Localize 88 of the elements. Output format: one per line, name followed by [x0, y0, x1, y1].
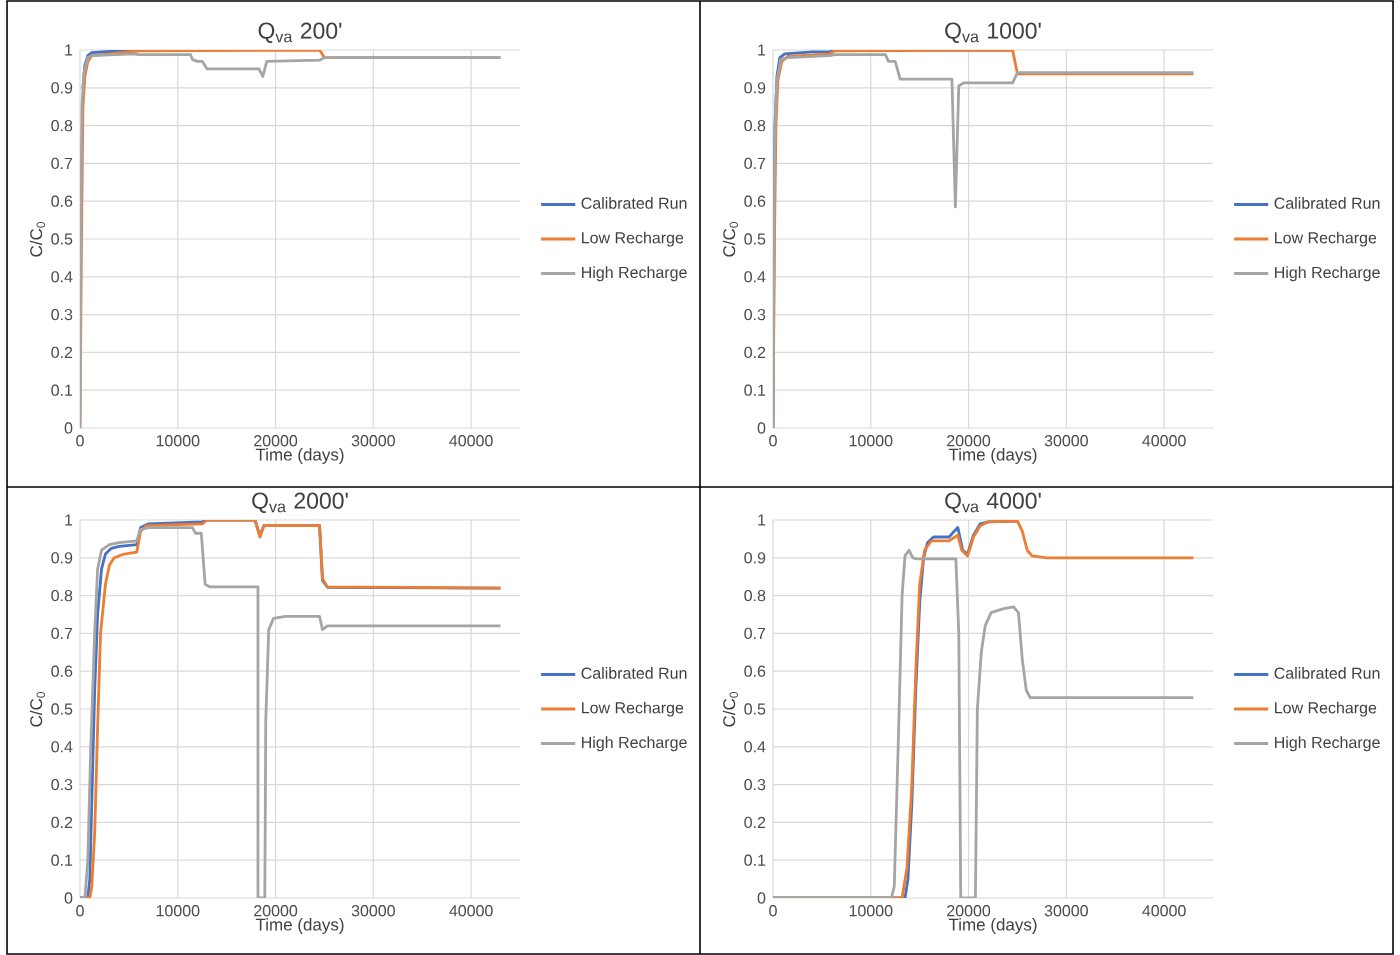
- x-axis-title: Time (days): [255, 448, 344, 464]
- x-tick-label: 30000: [351, 905, 395, 917]
- legend-label: High Recharge: [1275, 736, 1380, 752]
- x-tick-label: 40000: [1142, 905, 1186, 917]
- y-tick-label: 0.1: [744, 854, 766, 866]
- y-tick-label: 0.3: [51, 778, 73, 791]
- y-tick-label: 1: [65, 44, 73, 56]
- y-tick-label: 0.6: [51, 665, 73, 677]
- x-tick-label: 20000: [947, 905, 991, 917]
- x-tick-label: 40000: [449, 905, 493, 917]
- x-tick-label: 10000: [849, 435, 893, 447]
- y-tick-label: 0.8: [51, 589, 73, 602]
- y-tick-label: 0.1: [51, 854, 73, 866]
- x-tick-label: 10000: [156, 905, 200, 917]
- x-tick-label: 30000: [351, 435, 395, 447]
- x-tick-label: 30000: [1044, 905, 1088, 917]
- y-tick-label: 1: [758, 514, 766, 526]
- y-tick-label: 0.9: [744, 552, 766, 564]
- x-tick-label: 0: [769, 905, 777, 917]
- y-tick-label: 0.4: [51, 741, 73, 753]
- y-tick-label: 0.4: [744, 741, 766, 753]
- y-tick-label: 0: [757, 892, 766, 904]
- x-tick-label: 0: [769, 435, 777, 447]
- legend-label: High Recharge: [582, 266, 687, 282]
- x-tick-label: 0: [76, 905, 84, 917]
- y-tick-label: 0: [64, 892, 73, 904]
- x-tick-label: 20000: [947, 435, 991, 447]
- chart-title: Q$_{va}$ 4000': [945, 492, 1041, 513]
- y-tick-label: 1: [65, 514, 73, 526]
- y-tick-label: 0.1: [744, 384, 766, 396]
- y-tick-label: 0.9: [51, 82, 73, 94]
- x-tick-label: 0: [76, 435, 84, 447]
- y-tick-label: 0.7: [51, 157, 73, 170]
- y-tick-label: 0.2: [51, 346, 73, 359]
- x-tick-label: 20000: [254, 905, 298, 917]
- y-tick-label: 0.4: [744, 271, 766, 283]
- legend-label: High Recharge: [582, 736, 687, 752]
- y-tick-label: 0.3: [744, 308, 766, 321]
- x-tick-label: 20000: [254, 435, 298, 447]
- x-tick-label: 10000: [849, 905, 893, 917]
- y-tick-label: 0.6: [51, 195, 73, 207]
- legend-label: Low Recharge: [1275, 231, 1377, 247]
- y-tick-label: 0.8: [744, 119, 766, 132]
- x-tick-label: 40000: [449, 435, 493, 447]
- y-tick-label: 0.3: [51, 308, 73, 321]
- legend-label: Calibrated Run: [1274, 197, 1380, 209]
- x-tick-label: 30000: [1044, 435, 1088, 447]
- x-axis-title: Time (days): [948, 918, 1037, 934]
- y-tick-label: 0.1: [51, 384, 73, 396]
- y-axis-title: C/C$_{0}$: [29, 692, 45, 727]
- y-tick-label: 0: [64, 422, 73, 434]
- legend-label: Low Recharge: [582, 701, 684, 717]
- y-tick-label: 0.6: [744, 665, 766, 677]
- legend-label: Calibrated Run: [581, 667, 687, 679]
- y-tick-label: 0: [757, 422, 766, 434]
- y-tick-label: 0.8: [51, 119, 73, 132]
- x-tick-label: 10000: [156, 435, 200, 447]
- chart-title: Q$_{va}$ 2000': [252, 492, 348, 513]
- legend-label: Calibrated Run: [1274, 667, 1380, 679]
- y-tick-label: 1: [758, 44, 766, 56]
- y-tick-label: 0.2: [744, 816, 766, 829]
- y-axis-title: C/C$_{0}$: [722, 692, 738, 727]
- y-tick-label: 0.2: [51, 816, 73, 829]
- y-tick-label: 0.5: [51, 703, 73, 715]
- y-tick-label: 0.7: [51, 627, 73, 640]
- y-tick-label: 0.4: [51, 271, 73, 283]
- chart-title: Q$_{va}$ 200': [258, 22, 342, 43]
- legend-label: Calibrated Run: [581, 197, 687, 209]
- x-axis-title: Time (days): [255, 918, 344, 934]
- legend-label: High Recharge: [1275, 266, 1380, 282]
- y-tick-label: 0.7: [744, 627, 766, 640]
- y-tick-label: 0.8: [744, 589, 766, 602]
- legend-label: Low Recharge: [582, 231, 684, 247]
- y-tick-label: 0.9: [51, 552, 73, 564]
- x-axis-title: Time (days): [948, 448, 1037, 464]
- y-axis-title: C/C$_{0}$: [722, 222, 738, 257]
- y-tick-label: 0.5: [744, 703, 766, 715]
- x-tick-label: 40000: [1142, 435, 1186, 447]
- y-tick-label: 0.7: [744, 157, 766, 170]
- y-tick-label: 0.3: [744, 778, 766, 791]
- legend-label: Low Recharge: [1275, 701, 1377, 717]
- y-axis-title: C/C$_{0}$: [29, 222, 45, 257]
- y-tick-label: 0.5: [744, 233, 766, 245]
- y-tick-label: 0.5: [51, 233, 73, 245]
- chart-title: Q$_{va}$ 1000': [945, 22, 1041, 43]
- y-tick-label: 0.6: [744, 195, 766, 207]
- y-tick-label: 0.9: [744, 82, 766, 94]
- y-tick-label: 0.2: [744, 346, 766, 359]
